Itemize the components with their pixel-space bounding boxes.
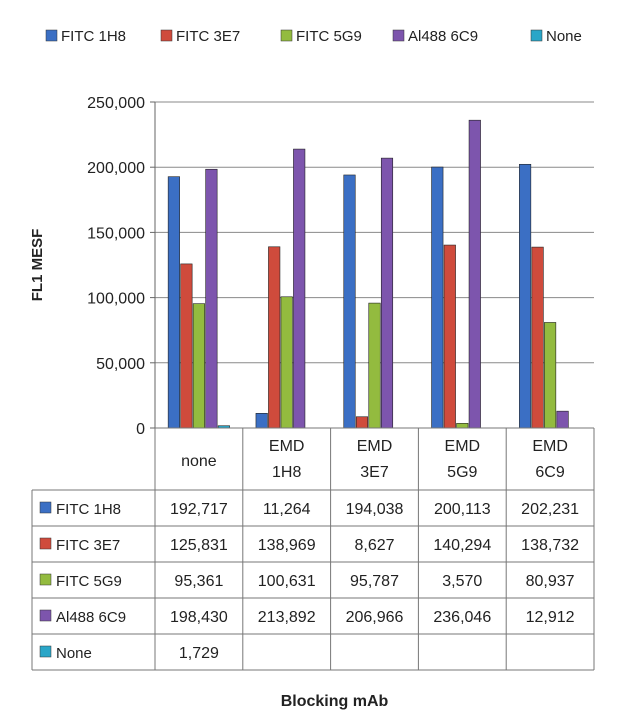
table-series-label: FITC 3E7 bbox=[56, 537, 120, 554]
bar bbox=[280, 296, 293, 429]
legend-label: Al488 6C9 bbox=[408, 28, 478, 45]
bar bbox=[268, 246, 281, 429]
table-swatch bbox=[39, 573, 52, 586]
data-label: 125,831 bbox=[170, 537, 228, 554]
bar bbox=[468, 119, 481, 429]
data-label: 202,231 bbox=[521, 501, 579, 518]
legend-swatch bbox=[280, 29, 293, 42]
x-axis-label: Blocking mAb bbox=[281, 693, 389, 710]
data-label: 100,631 bbox=[258, 573, 316, 590]
table-swatch bbox=[39, 537, 52, 550]
legend-label: FITC 1H8 bbox=[61, 28, 126, 45]
legend-label: None bbox=[546, 28, 582, 45]
x-tick-label: 6C9 bbox=[535, 464, 564, 481]
y-tick-label: 0 bbox=[136, 421, 145, 438]
data-label: 12,912 bbox=[526, 609, 575, 626]
legend-swatch bbox=[530, 29, 543, 42]
table-swatch bbox=[39, 645, 52, 658]
bar bbox=[167, 176, 180, 429]
legend-label: FITC 5G9 bbox=[296, 28, 362, 45]
legend-swatch bbox=[392, 29, 405, 42]
bar bbox=[431, 166, 444, 429]
bar bbox=[192, 303, 205, 429]
table-series-label: Al488 6C9 bbox=[56, 609, 126, 626]
data-label: 8,627 bbox=[354, 537, 394, 554]
y-axis-label: FL1 MESF bbox=[29, 229, 46, 302]
bar bbox=[293, 148, 306, 429]
table-series-label: FITC 5G9 bbox=[56, 573, 122, 590]
bar bbox=[380, 157, 394, 429]
x-tick-label: EMD bbox=[269, 438, 305, 455]
bar bbox=[255, 413, 268, 429]
table-swatch bbox=[39, 501, 52, 514]
bar bbox=[443, 244, 456, 429]
bar bbox=[205, 168, 218, 429]
x-tick-label: EMD bbox=[357, 438, 393, 455]
legend-swatch bbox=[160, 29, 173, 42]
data-label: 200,113 bbox=[434, 501, 491, 518]
y-tick-label: 200,000 bbox=[87, 160, 145, 177]
x-tick-label: 5G9 bbox=[447, 464, 477, 481]
data-label: 3,570 bbox=[442, 573, 482, 590]
data-label: 138,732 bbox=[521, 537, 579, 554]
x-tick-label: none bbox=[181, 453, 217, 470]
table-series-label: None bbox=[56, 645, 92, 662]
data-label: 80,937 bbox=[526, 573, 575, 590]
data-label: 95,361 bbox=[174, 573, 223, 590]
data-label: 213,892 bbox=[258, 609, 316, 626]
bar bbox=[180, 263, 193, 429]
legend-label: FITC 3E7 bbox=[176, 28, 240, 45]
table-series-label: FITC 1H8 bbox=[56, 501, 121, 518]
y-tick-label: 150,000 bbox=[87, 225, 145, 242]
bar bbox=[456, 423, 469, 429]
y-tick-label: 250,000 bbox=[87, 95, 145, 112]
bar bbox=[343, 174, 356, 429]
y-tick-label: 100,000 bbox=[87, 291, 145, 308]
table-swatch bbox=[39, 609, 52, 622]
data-label: 95,787 bbox=[350, 573, 399, 590]
bar bbox=[368, 302, 381, 429]
bar bbox=[544, 322, 557, 429]
data-label: 206,966 bbox=[346, 609, 404, 626]
data-label: 138,969 bbox=[258, 537, 316, 554]
data-label: 194,038 bbox=[346, 501, 404, 518]
y-tick-label: 50,000 bbox=[96, 356, 145, 373]
bar bbox=[519, 163, 532, 429]
data-label: 192,717 bbox=[170, 501, 228, 518]
x-tick-label: 1H8 bbox=[272, 464, 301, 481]
x-tick-label: EMD bbox=[532, 438, 568, 455]
data-label: 11,264 bbox=[263, 501, 311, 518]
data-label: 198,430 bbox=[170, 609, 228, 626]
x-tick-label: 3E7 bbox=[360, 464, 389, 481]
x-tick-label: EMD bbox=[445, 438, 481, 455]
data-label: 236,046 bbox=[433, 609, 491, 626]
bar bbox=[531, 246, 544, 429]
data-label: 140,294 bbox=[433, 537, 491, 554]
bar bbox=[355, 416, 369, 429]
legend-swatch bbox=[45, 29, 58, 42]
bar bbox=[556, 410, 569, 429]
data-label: 1,729 bbox=[179, 645, 219, 662]
